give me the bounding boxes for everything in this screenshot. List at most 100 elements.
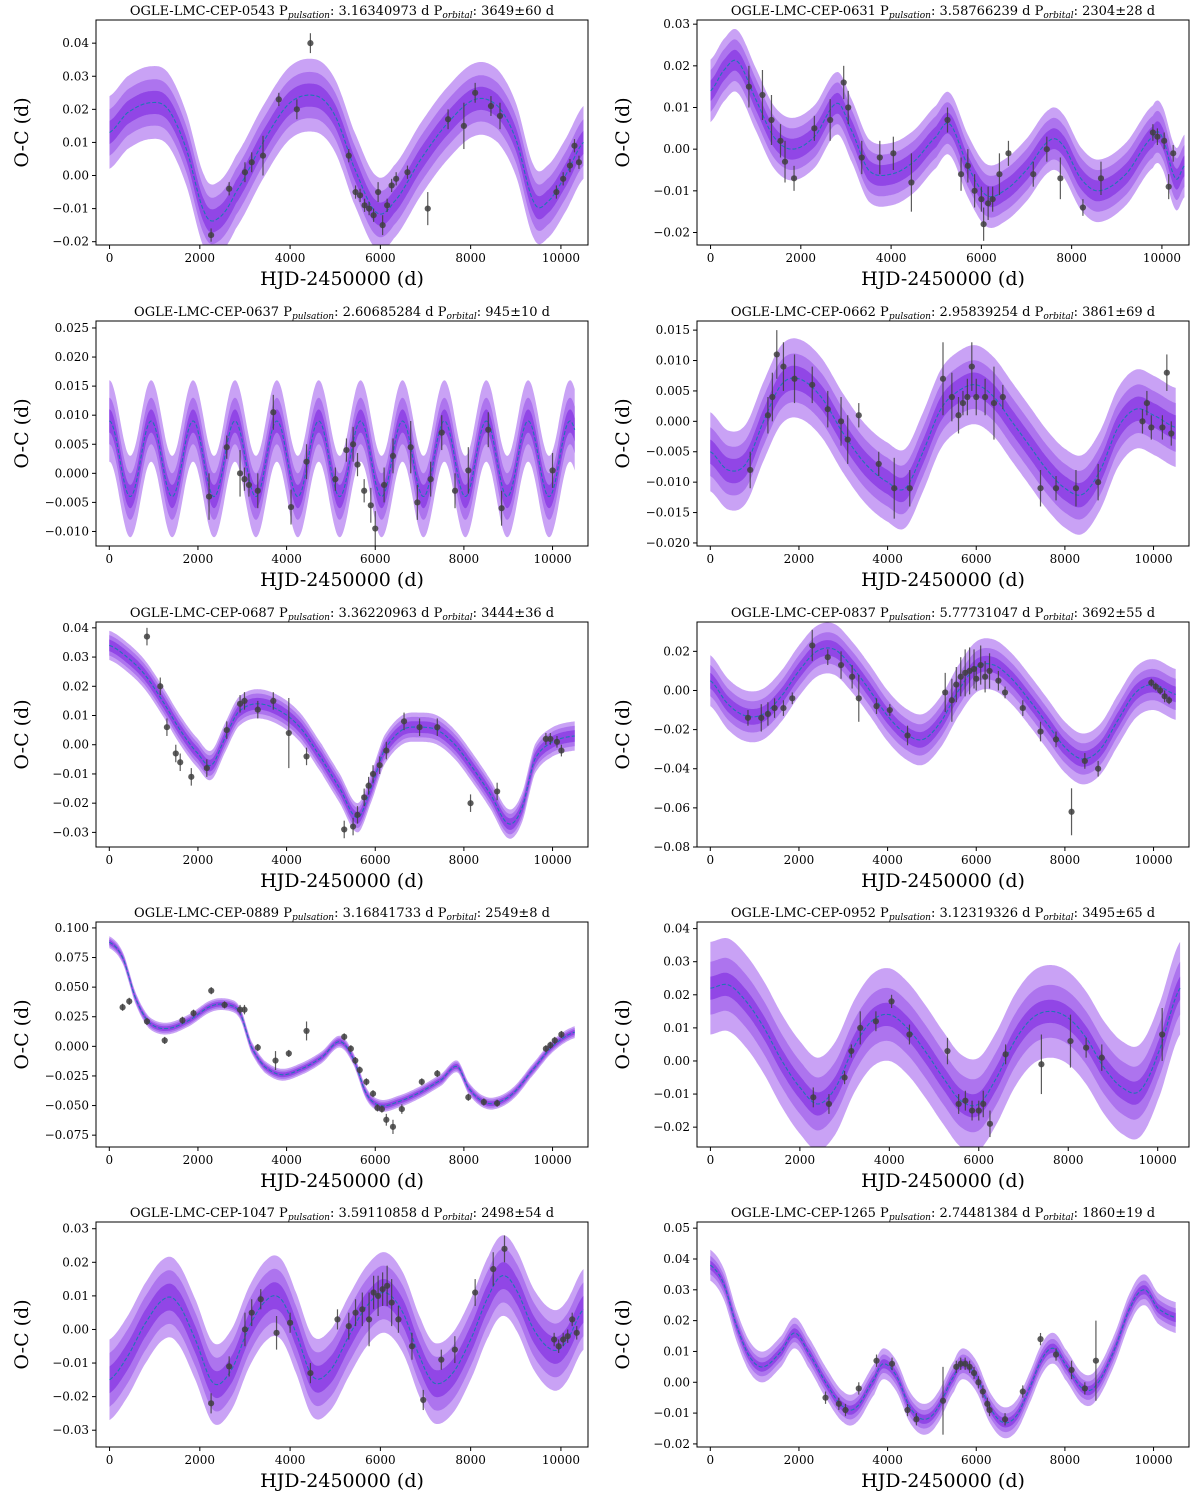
y-tick-label: −0.025 [45,1069,89,1083]
data-point [542,733,549,745]
data-point [573,1326,580,1340]
x-tick-label: 10000 [533,853,571,867]
data-point [957,157,965,191]
panel-title: OGLE-LMC-CEP-0543 Ppulsation: 3.16340973… [130,4,554,21]
data-point [420,1389,427,1411]
data-point [948,372,955,422]
y-tick-label: −0.015 [646,506,690,520]
data-point [472,82,479,103]
x-tick-label: 10000 [542,1453,580,1467]
data-point [143,627,151,646]
data-point [434,1070,441,1078]
x-tick-label: 8000 [1050,552,1081,566]
data-point [1072,469,1080,507]
data-point [1052,476,1060,501]
x-axis-label: HJD-2450000 (d) [260,870,424,892]
credible-band-inner [710,640,1176,767]
panel-4: 0 2000 4000 6000 8000 10000 −0.020 −0.015 −0.010… [612,305,1190,591]
data-point [942,672,949,712]
data-point [1095,760,1102,777]
data-point [825,1094,833,1114]
y-axis-label: O-C (d) [11,999,33,1069]
data-point [480,1098,487,1106]
data-point [188,768,195,786]
y-tick-label: 0.02 [62,1255,89,1269]
y-tick-label: 0.03 [663,17,690,31]
data-point [347,1045,354,1053]
data-point [995,670,1002,691]
x-tick-label: 0 [706,1453,714,1467]
model-median-line [109,644,575,825]
data-point [303,747,310,766]
data-point [809,629,816,662]
data-point [352,1057,359,1065]
y-tick-label: 0.005 [656,384,690,398]
data-point [126,997,133,1005]
y-tick-label: 0.01 [62,1289,89,1303]
data-point [985,186,992,220]
data-point [1057,157,1064,200]
y-tick-label: 0.05 [663,1221,690,1235]
data-point [1161,690,1168,703]
data-point [835,1397,842,1411]
model-median-line [709,1264,1176,1424]
x-tick-label: 10000 [1134,853,1172,867]
y-tick-label: −0.02 [52,1390,89,1404]
x-tick-label: 0 [105,1153,113,1167]
data-point [990,366,998,440]
data-point [303,1021,310,1041]
data-point [955,397,962,434]
y-tick-label: −0.01 [52,767,89,781]
data-point [257,1289,264,1310]
data-point [1152,682,1159,691]
data-point [408,1332,416,1360]
x-tick-label: 6000 [964,1153,995,1167]
y-tick-label: 0.075 [55,951,89,965]
x-tick-label: 2000 [183,552,214,566]
y-tick-label: 0.01 [663,1021,690,1035]
y-tick-label: 0.015 [656,323,690,337]
data-point [467,794,474,812]
data-point [205,473,213,520]
data-point [367,487,374,523]
data-point [226,182,233,196]
data-point [472,1279,479,1306]
x-tick-label: 8000 [455,1453,486,1467]
data-point [560,172,567,186]
x-tick-label: 0 [106,1453,114,1467]
data-point [1149,124,1156,141]
y-tick-label: 0.03 [62,650,89,664]
data-point [982,661,989,693]
y-tick-label: 0.01 [62,135,89,149]
panel-title: OGLE-LMC-CEP-0889 Ppulsation: 3.16841733… [134,906,550,923]
x-axis-label: HJD-2450000 (d) [260,569,424,591]
y-tick-label: 0.00 [62,738,89,752]
y-tick-label: 0.00 [62,169,89,183]
panel-8: 0 2000 4000 6000 8000 10000 −0.02 −0.01 0.00 0.01… [612,906,1190,1192]
x-tick-label: 4000 [275,251,306,265]
data-point [777,124,784,158]
panel-title: OGLE-LMC-CEP-0952 Ppulsation: 3.12319326… [731,906,1155,923]
y-tick-label: −0.02 [52,796,89,810]
y-tick-label: −0.005 [45,495,89,509]
x-tick-label: 2000 [784,1453,815,1467]
y-tick-label: 0.010 [55,408,89,422]
data-point [1148,678,1155,687]
data-point [1079,199,1087,216]
x-tick-label: 4000 [872,1453,903,1467]
x-tick-label: 6000 [360,1153,391,1167]
data-point [418,1078,425,1086]
data-point [837,651,845,679]
data-point [886,704,893,716]
x-tick-label: 0 [706,853,714,867]
data-point [841,1070,848,1085]
data-point [236,695,244,713]
x-tick-label: 6000 [966,251,997,265]
y-tick-label: 0.04 [62,36,89,50]
y-axis-label: O-C (d) [612,699,634,769]
data-point [223,721,230,739]
x-axis-label: HJD-2450000 (d) [260,1470,424,1492]
data-point [494,782,501,801]
data-point [906,469,913,507]
data-point [254,1043,261,1052]
